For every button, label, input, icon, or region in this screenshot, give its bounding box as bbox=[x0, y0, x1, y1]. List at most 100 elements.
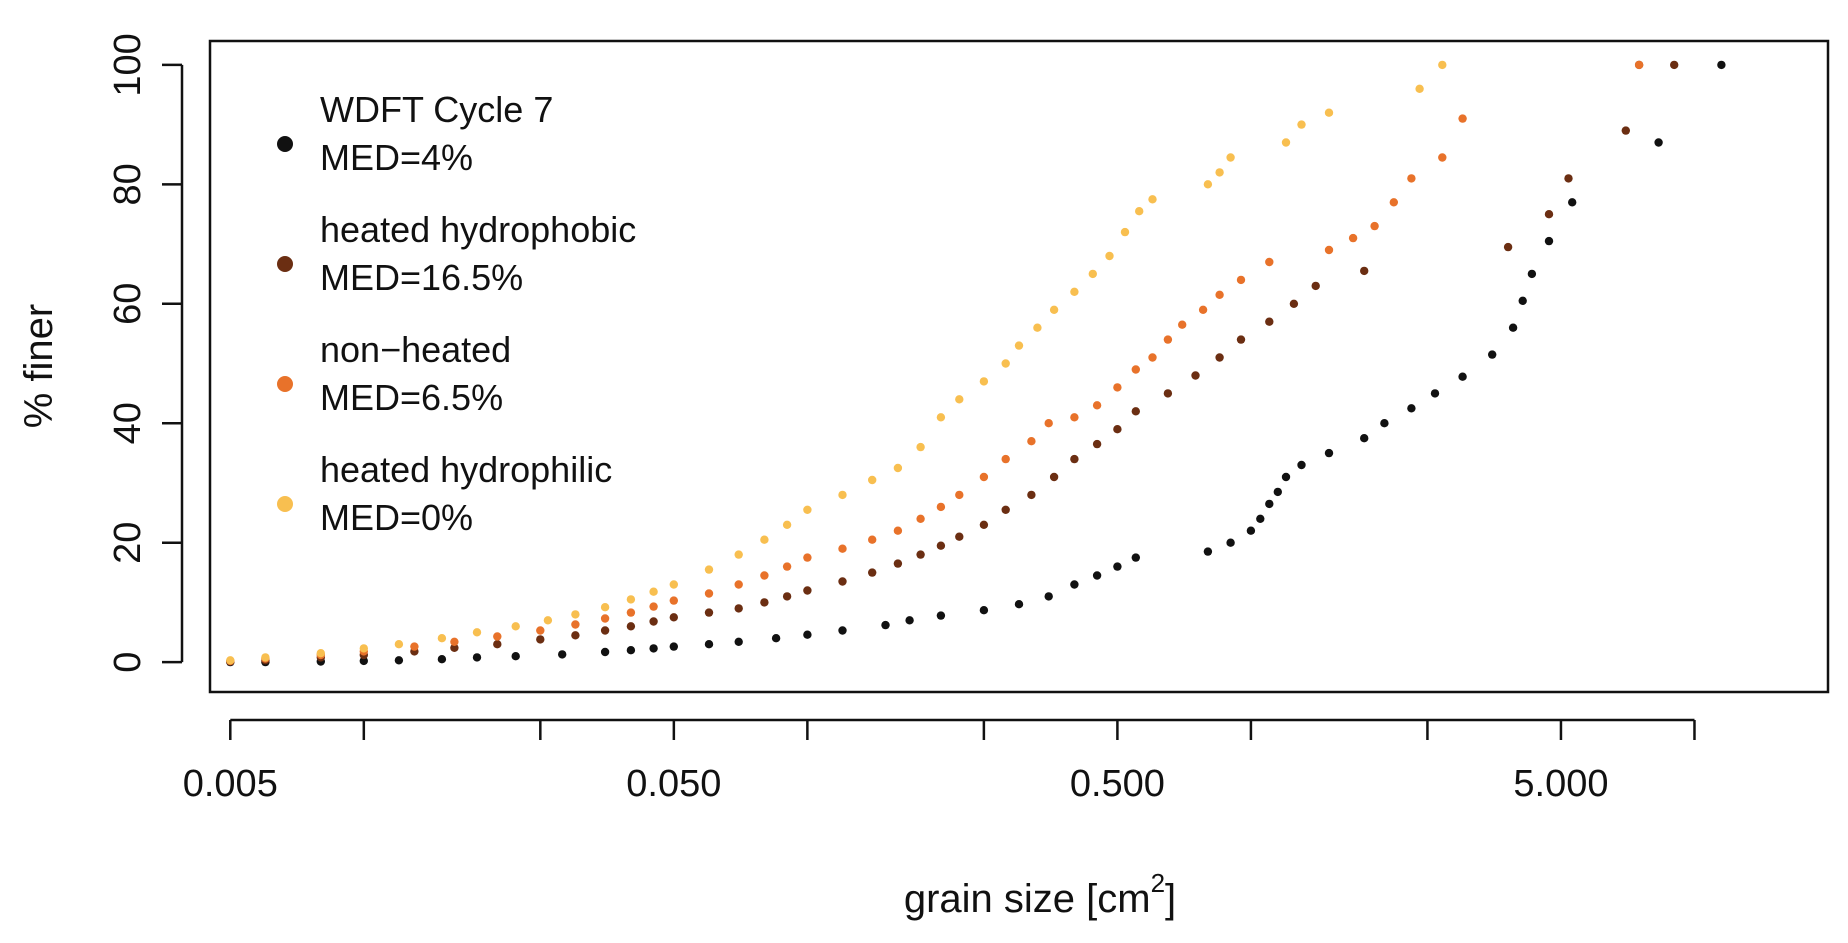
data-point bbox=[1324, 245, 1334, 255]
data-point bbox=[1281, 138, 1291, 147]
data-point bbox=[669, 642, 678, 651]
legend-label: WDFT Cycle 7 bbox=[320, 89, 553, 130]
legend-marker bbox=[277, 136, 293, 152]
data-point bbox=[803, 586, 812, 595]
data-point bbox=[734, 604, 743, 613]
data-point bbox=[1092, 571, 1102, 580]
data-point bbox=[1070, 454, 1079, 464]
data-point bbox=[626, 595, 636, 604]
y-tick-label: 40 bbox=[107, 402, 149, 444]
data-point bbox=[226, 656, 235, 665]
data-point bbox=[437, 634, 447, 643]
data-point bbox=[600, 603, 610, 612]
x-tick-label: 5.000 bbox=[1513, 763, 1608, 805]
data-point bbox=[316, 649, 325, 658]
data-point bbox=[782, 520, 792, 529]
data-point bbox=[571, 610, 580, 619]
data-point bbox=[1389, 198, 1399, 207]
data-point bbox=[1297, 460, 1306, 470]
data-point bbox=[1527, 269, 1537, 279]
data-point bbox=[893, 559, 903, 568]
data-point bbox=[1033, 323, 1042, 332]
data-point bbox=[1415, 84, 1424, 94]
data-point bbox=[558, 650, 567, 659]
data-point bbox=[1458, 114, 1467, 123]
data-point bbox=[571, 631, 580, 640]
data-point bbox=[979, 472, 989, 482]
data-point bbox=[1163, 335, 1173, 344]
data-point bbox=[979, 377, 989, 386]
data-point bbox=[1088, 269, 1098, 279]
legend-item: heated hydrophobic MED=16.5% bbox=[277, 209, 636, 298]
legend: WDFT Cycle 7 MED=4% heated hydrophobic MED=… bbox=[277, 89, 636, 538]
data-point bbox=[1458, 372, 1467, 381]
data-point bbox=[1131, 365, 1141, 374]
data-point bbox=[1348, 233, 1358, 243]
data-point bbox=[1198, 305, 1208, 314]
data-point bbox=[1191, 371, 1200, 380]
data-point bbox=[893, 526, 903, 535]
data-point bbox=[1634, 60, 1644, 70]
data-point bbox=[838, 577, 847, 586]
data-point bbox=[493, 632, 502, 641]
data-point bbox=[1178, 320, 1187, 329]
data-point bbox=[1360, 434, 1369, 443]
data-point bbox=[394, 656, 404, 665]
data-point bbox=[511, 652, 520, 661]
data-point bbox=[1131, 553, 1141, 562]
x-axis: 0.005 0.050 0.500 5.000 bbox=[183, 718, 1696, 805]
data-point bbox=[1131, 407, 1141, 416]
data-point bbox=[669, 596, 678, 605]
data-point bbox=[1380, 419, 1389, 428]
data-point bbox=[1215, 168, 1224, 177]
data-point bbox=[905, 616, 914, 625]
legend-marker bbox=[277, 496, 293, 512]
data-point bbox=[1113, 562, 1122, 571]
data-point bbox=[1265, 257, 1274, 267]
data-point bbox=[1135, 207, 1144, 216]
data-point bbox=[704, 608, 714, 617]
data-point bbox=[1311, 281, 1320, 291]
data-point bbox=[838, 626, 847, 635]
data-point bbox=[600, 614, 610, 623]
legend-item: WDFT Cycle 7 MED=4% bbox=[277, 89, 553, 178]
x-tick-label: 0.500 bbox=[1070, 763, 1165, 805]
data-point bbox=[450, 637, 459, 646]
data-point bbox=[1518, 296, 1527, 305]
data-point bbox=[868, 475, 877, 485]
data-point bbox=[669, 580, 678, 589]
data-point bbox=[1568, 198, 1577, 207]
y-tick-label: 20 bbox=[107, 522, 149, 564]
data-point bbox=[1226, 538, 1235, 547]
data-point bbox=[1203, 547, 1213, 556]
data-point bbox=[760, 535, 769, 544]
data-point bbox=[1148, 195, 1157, 204]
data-point bbox=[1503, 242, 1513, 252]
data-point bbox=[1265, 317, 1274, 326]
data-point bbox=[1113, 425, 1122, 434]
data-point bbox=[511, 622, 520, 631]
data-point bbox=[955, 532, 964, 541]
data-point bbox=[1273, 487, 1283, 497]
y-tick-label: 80 bbox=[107, 163, 149, 205]
data-point bbox=[1215, 353, 1224, 362]
data-point bbox=[536, 626, 545, 635]
data-point bbox=[1508, 323, 1518, 332]
data-point bbox=[760, 598, 769, 607]
y-tick-label: 0 bbox=[107, 652, 149, 673]
data-point bbox=[979, 520, 989, 529]
data-point bbox=[955, 490, 964, 500]
data-point bbox=[916, 550, 925, 559]
data-point bbox=[571, 620, 580, 629]
y-axis-label: % finer bbox=[17, 304, 61, 429]
data-point bbox=[1564, 174, 1573, 183]
legend-label-med: MED=4% bbox=[320, 137, 473, 178]
series-1 bbox=[226, 60, 1679, 666]
data-point bbox=[649, 602, 658, 611]
data-point bbox=[1544, 210, 1554, 219]
data-point bbox=[450, 643, 459, 652]
data-point bbox=[1407, 174, 1416, 183]
data-point bbox=[893, 463, 903, 473]
legend-marker bbox=[277, 376, 293, 392]
data-points bbox=[226, 60, 1726, 667]
